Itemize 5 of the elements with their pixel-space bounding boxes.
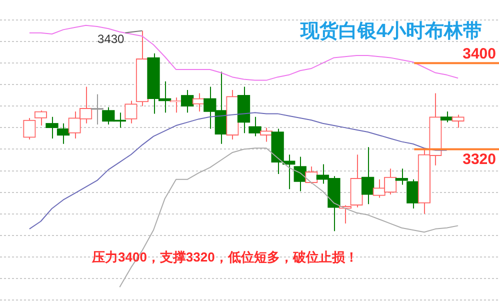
ref-line-label: 3320 xyxy=(462,150,496,168)
ref-line-label: 3400 xyxy=(462,46,496,63)
chart-title: 现货白银4小时布林带 xyxy=(299,20,482,42)
annotation: 3430 xyxy=(98,32,125,46)
annotation: 压力3400，支撑3320，低位短多，破位止损！ xyxy=(91,250,358,265)
